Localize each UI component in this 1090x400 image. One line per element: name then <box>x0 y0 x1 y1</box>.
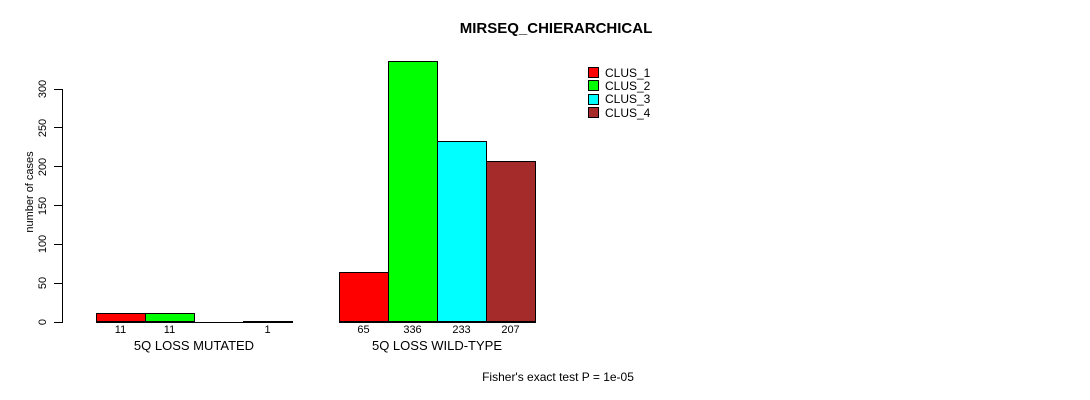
legend-label: CLUS_1 <box>605 65 651 80</box>
bar-value-label: 11 <box>114 324 127 336</box>
bar-value-label: 336 <box>403 324 422 336</box>
y-axis-tick-label: 250 <box>37 118 49 138</box>
bar-clus_4 <box>243 321 293 324</box>
y-axis-tick <box>54 88 62 90</box>
bar-clus_3 <box>437 141 487 322</box>
x-axis-baseline <box>96 322 293 323</box>
y-axis-tick-label: 50 <box>37 277 49 290</box>
chart-title: MIRSEQ_CHIERARCHICAL <box>459 20 653 37</box>
legend-swatch-clus_1 <box>588 67 599 79</box>
legend-item: CLUS_4 <box>588 105 651 120</box>
y-axis-tick-label: 0 <box>37 318 49 326</box>
y-axis-tick <box>54 127 62 129</box>
y-axis-tick <box>54 282 62 284</box>
legend-label: CLUS_3 <box>605 92 651 107</box>
bar-clus_1 <box>339 271 389 322</box>
legend-label: CLUS_2 <box>605 78 651 93</box>
bar-value-label: 11 <box>163 324 176 336</box>
bar-value-label: 65 <box>357 324 370 336</box>
legend-swatch-clus_2 <box>588 80 599 92</box>
y-axis-tick-label: 200 <box>37 157 49 176</box>
y-axis-tick <box>54 321 62 323</box>
legend: CLUS_1 CLUS_2 CLUS_3 CLUS_4 <box>588 65 651 120</box>
y-axis-label: number of cases <box>24 151 36 233</box>
y-axis-tick-label: 300 <box>37 79 49 99</box>
legend-item: CLUS_1 <box>588 65 651 80</box>
y-axis-tick <box>54 166 62 168</box>
bar-clus_1 <box>96 313 146 322</box>
bar-clus_2 <box>388 61 438 322</box>
y-axis-tick-label: 150 <box>37 196 49 215</box>
legend-item: CLUS_3 <box>588 92 651 107</box>
x-axis-group-label: 5Q LOSS MUTATED <box>133 338 255 353</box>
legend-label: CLUS_4 <box>605 105 651 120</box>
y-axis-tick <box>54 205 62 206</box>
stat-annotation: Fisher's exact test P = 1e-05 <box>482 370 634 384</box>
x-axis-group-label: 5Q LOSS WILD-TYPE <box>371 338 503 353</box>
x-axis-baseline <box>339 322 536 323</box>
bar-value-label: 1 <box>264 324 271 336</box>
legend-item: CLUS_2 <box>588 78 651 93</box>
y-axis-tick <box>54 243 62 245</box>
bar-value-label: 207 <box>501 324 520 336</box>
bar-clus_4 <box>486 161 536 322</box>
legend-swatch-clus_3 <box>588 93 599 105</box>
y-axis-line <box>62 89 63 323</box>
y-axis-tick-label: 100 <box>37 235 49 254</box>
legend-swatch-clus_4 <box>588 107 599 119</box>
bar-clus_2 <box>145 313 195 322</box>
bar-value-label: 233 <box>452 324 471 336</box>
